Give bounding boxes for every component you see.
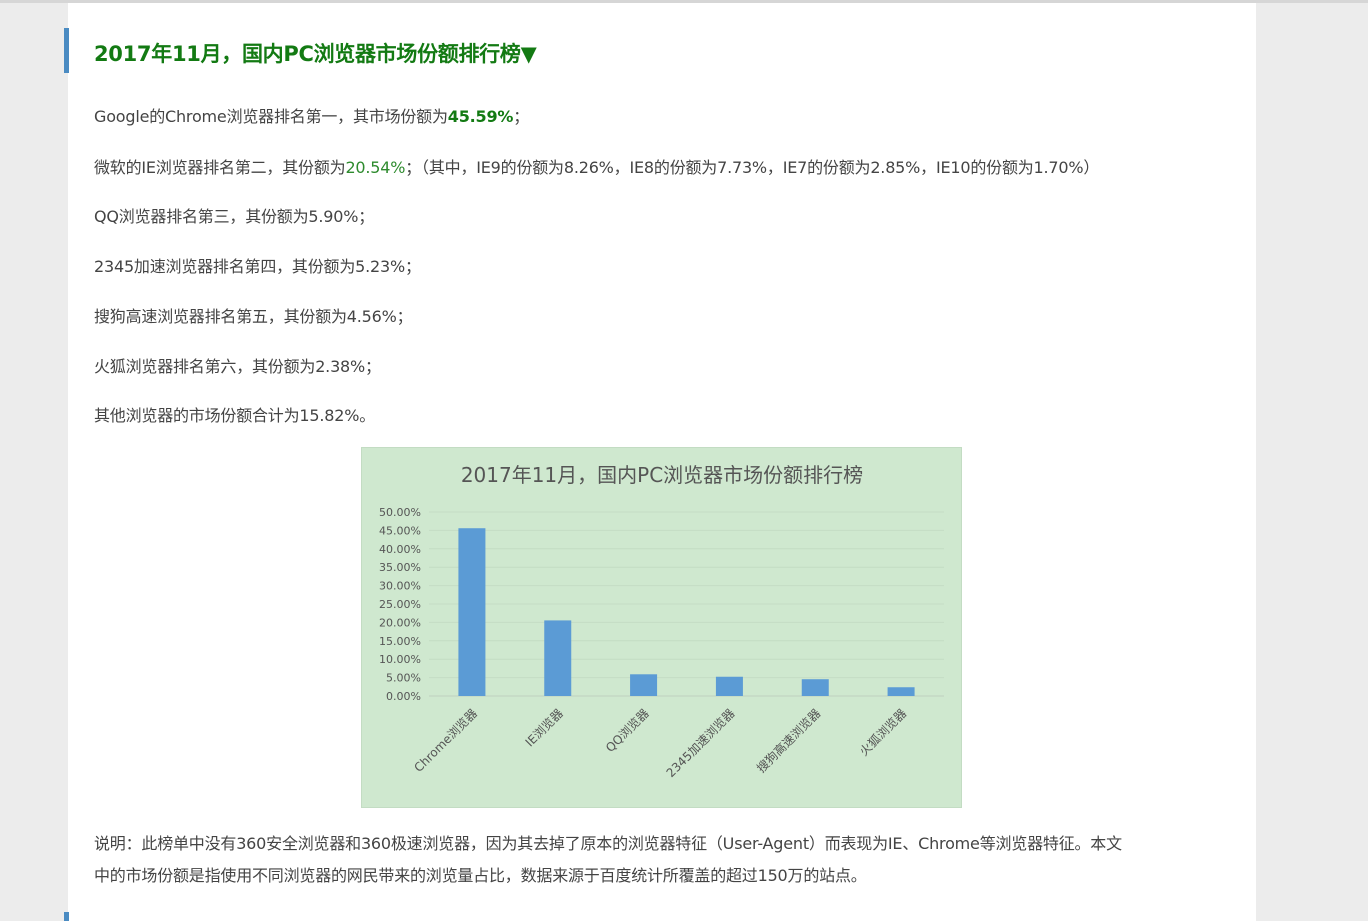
- x-tick-label: 火狐浏览器: [856, 706, 909, 759]
- heading-accent-bar: [64, 28, 69, 73]
- paragraph-qq: QQ浏览器排名第三，其份额为5.90%；: [94, 207, 375, 226]
- y-tick-label: 20.00%: [379, 616, 421, 629]
- next-heading-accent-bar: [64, 912, 69, 921]
- y-tick-label: 40.00%: [379, 543, 421, 556]
- top-border: [0, 0, 1368, 3]
- x-tick-label: Chrome浏览器: [411, 706, 480, 775]
- y-tick-label: 0.00%: [386, 690, 421, 703]
- y-tick-label: 15.00%: [379, 635, 421, 648]
- chrome-text: Google的Chrome浏览器排名第一，其市场份额为: [94, 107, 448, 126]
- y-tick-label: 30.00%: [379, 580, 421, 593]
- paragraph-ie: 微软的IE浏览器排名第二，其份额为20.54%；（其中，IE9的份额为8.26%…: [94, 154, 1099, 178]
- chrome-suffix: ；: [513, 107, 530, 126]
- paragraph-sogou: 搜狗高速浏览器排名第五，其份额为4.56%；: [94, 307, 413, 326]
- note-line-1: 说明：此榜单中没有360安全浏览器和360极速浏览器，因为其去掉了原本的浏览器特…: [94, 834, 1122, 853]
- ie-detail: ；（其中，IE9的份额为8.26%，IE8的份额为7.73%，IE7的份额为2.…: [405, 158, 1100, 177]
- x-tick-label: 搜狗高速浏览器: [753, 706, 823, 776]
- paragraph-chrome: Google的Chrome浏览器排名第一，其市场份额为45.59%；: [94, 103, 529, 127]
- chart-gridlines: [429, 511, 944, 697]
- ie-share-value: 20.54%: [345, 158, 406, 177]
- x-tick-label: 2345加速浏览器: [663, 706, 738, 781]
- article-heading: 2017年11月，国内PC浏览器市场份额排行榜▼: [94, 42, 537, 66]
- bar: [544, 620, 572, 696]
- y-tick-label: 5.00%: [386, 672, 421, 685]
- bar: [715, 676, 743, 696]
- ie-text: 微软的IE浏览器排名第二，其份额为: [94, 158, 346, 177]
- y-tick-label: 10.00%: [379, 653, 421, 666]
- chart-svg: 2017年11月，国内PC浏览器市场份额排行榜 0.00% 5.00% 10.00%…: [379, 463, 944, 781]
- chart-title: 2017年11月，国内PC浏览器市场份额排行榜: [461, 463, 863, 487]
- chart-y-ticks: 0.00% 5.00% 10.00% 15.00% 20.00% 25.00% 30.00%…: [379, 506, 421, 703]
- x-tick-label: QQ浏览器: [602, 706, 651, 755]
- y-tick-label: 50.00%: [379, 506, 421, 519]
- paragraph-others: 其他浏览器的市场份额合计为15.82%。: [94, 406, 376, 425]
- bar: [801, 679, 829, 696]
- bar: [887, 687, 915, 696]
- paragraph-firefox: 火狐浏览器排名第六，其份额为2.38%；: [94, 357, 381, 376]
- note-line-2: 中的市场份额是指使用不同浏览器的网民带来的浏览量占比，数据来源于百度统计所覆盖的…: [94, 866, 867, 885]
- chart-bars: [458, 528, 915, 696]
- bar: [630, 674, 658, 696]
- market-share-chart: 2017年11月，国内PC浏览器市场份额排行榜 0.00% 5.00% 10.00%…: [361, 447, 962, 808]
- y-tick-label: 35.00%: [379, 561, 421, 574]
- chart-x-ticks: Chrome浏览器 IE浏览器 QQ浏览器 2345加速浏览器 搜狗高速浏览器 火狐浏览器: [411, 706, 910, 781]
- chrome-share-value: 45.59%: [447, 107, 514, 126]
- bar: [458, 528, 486, 696]
- x-tick-label: IE浏览器: [522, 706, 566, 750]
- paragraph-2345: 2345加速浏览器排名第四，其份额为5.23%；: [94, 257, 421, 276]
- y-tick-label: 45.00%: [379, 524, 421, 537]
- explanation-note: 说明：此榜单中没有360安全浏览器和360极速浏览器，因为其去掉了原本的浏览器特…: [94, 828, 1234, 892]
- y-tick-label: 25.00%: [379, 598, 421, 611]
